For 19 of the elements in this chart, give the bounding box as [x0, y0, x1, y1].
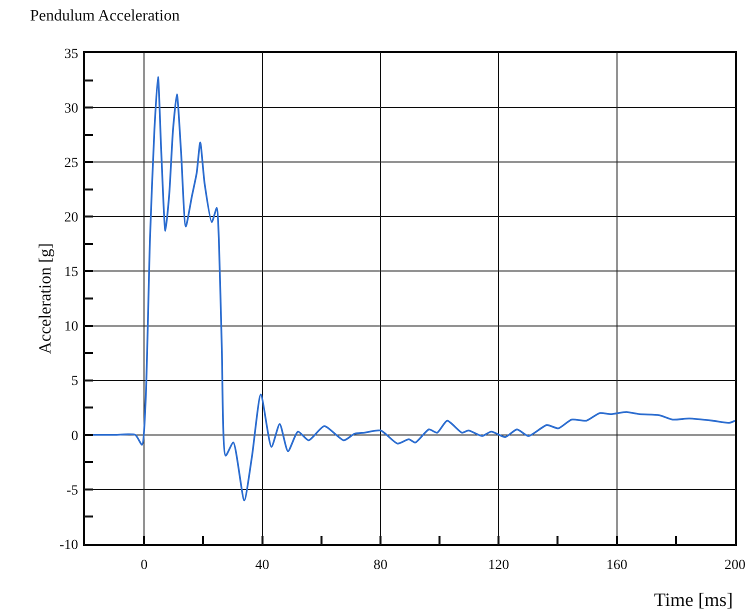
y-tick-label: 35: [64, 46, 78, 62]
x-axis-title: Time [ms]: [654, 590, 734, 611]
y-tick-label: 0: [71, 428, 78, 444]
x-tick-label: 200: [724, 558, 746, 573]
y-tick-label: 30: [64, 101, 78, 116]
y-tick-label: 20: [64, 210, 78, 226]
y-tick-label: 10: [64, 320, 78, 335]
x-tick-label: 40: [255, 558, 270, 573]
x-tick-label: 80: [373, 558, 388, 573]
chart-title: Pendulum Acceleration: [30, 7, 180, 24]
y-tick-label: 15: [64, 265, 78, 280]
y-axis-title: Acceleration [g]: [36, 243, 55, 354]
x-tick-label: 120: [488, 558, 510, 573]
y-tick-label: -5: [66, 483, 78, 498]
y-tick-label: 25: [64, 156, 78, 172]
y-tick-label: -10: [60, 538, 78, 553]
x-tick-label: 0: [140, 558, 148, 573]
x-tick-label: 160: [606, 558, 628, 573]
y-tick-label: 5: [71, 374, 78, 390]
